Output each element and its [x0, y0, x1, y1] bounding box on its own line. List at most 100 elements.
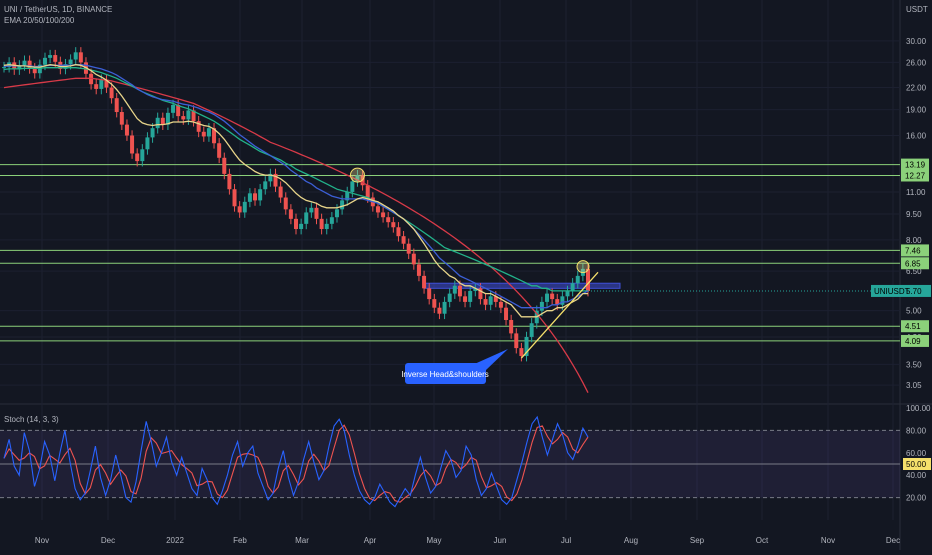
level-tag: [901, 257, 929, 270]
candle-body: [442, 301, 447, 314]
candle-body: [340, 200, 345, 210]
candle-body: [140, 149, 145, 162]
x-tick-label: Jun: [494, 536, 507, 545]
candle-body: [519, 348, 524, 357]
annotation-box: [405, 363, 486, 384]
candle-body: [350, 181, 355, 192]
candle-body: [329, 217, 334, 224]
candle-body: [119, 112, 124, 125]
candle-body: [27, 60, 32, 69]
stoch-tick-label: 20.00: [906, 494, 927, 503]
current-price-tag: [871, 284, 931, 297]
annotation-text: Inverse Head&shoulders: [401, 370, 489, 379]
candle-body: [242, 201, 247, 213]
level-tag-text: 12.27: [905, 171, 926, 180]
candle-body: [17, 65, 22, 70]
y-tick-label: 22.00: [906, 84, 927, 93]
candle-body: [565, 290, 570, 297]
candle-body: [483, 299, 488, 305]
x-tick-label: Oct: [756, 536, 769, 545]
ema100-line: [3, 67, 588, 292]
stoch-tick-label: 80.00: [906, 426, 927, 435]
level-tag: [901, 320, 929, 333]
candle-body: [237, 206, 242, 213]
candle-body: [22, 60, 27, 66]
candle-body: [524, 336, 529, 357]
candle-body: [155, 117, 160, 129]
candle-body: [406, 243, 411, 254]
x-tick-label: 2022: [166, 536, 184, 545]
y-tick-label: 30.00: [906, 37, 927, 46]
candle-body: [171, 104, 176, 113]
candle-body: [78, 52, 83, 63]
candle-body: [375, 206, 380, 213]
candle-body: [89, 73, 94, 85]
x-tick-label: Apr: [364, 536, 377, 545]
candle-body: [124, 124, 129, 136]
stoch-label[interactable]: Stoch (14, 3, 3): [4, 415, 59, 424]
stoch-current-text: 50.00: [906, 460, 927, 469]
candle-body: [452, 285, 457, 294]
stoch-current-tag: [903, 458, 931, 470]
candle-body: [135, 153, 140, 162]
candle-body: [555, 299, 560, 305]
candle-body: [473, 288, 478, 291]
candle-body: [273, 173, 278, 187]
candle-body: [48, 55, 53, 58]
candle-body: [493, 296, 498, 302]
trendline: [520, 271, 599, 359]
candle-body: [309, 207, 314, 213]
candle-body: [176, 104, 181, 117]
level-tag-text: 13.19: [905, 161, 926, 170]
candle-body: [181, 116, 186, 120]
level-tag-text: 4.09: [905, 337, 921, 346]
y-tick-label: 26.00: [906, 58, 927, 67]
candle-body: [304, 212, 309, 224]
candle-body: [263, 181, 268, 190]
y-tick-label: 16.00: [906, 132, 927, 141]
stoch-k-line: [3, 415, 589, 508]
candle-body: [258, 189, 263, 201]
candle-body: [478, 288, 483, 300]
candle-body: [191, 110, 196, 122]
candle-body: [109, 87, 114, 99]
candle-body: [104, 79, 109, 88]
x-tick-label: Dec: [101, 536, 115, 545]
candle-body: [396, 227, 401, 237]
candle-body: [550, 293, 555, 300]
candle-body: [498, 301, 503, 308]
candle-body: [253, 193, 258, 201]
candle-body: [232, 189, 237, 207]
y-tick-label: 8.00: [906, 236, 922, 245]
level-tag: [901, 244, 929, 257]
candle-body: [345, 191, 350, 201]
candle-body: [391, 222, 396, 228]
current-price-text: 5.70: [906, 287, 922, 296]
candle-body: [99, 79, 104, 89]
candle-body: [539, 301, 544, 311]
candle-body: [145, 137, 150, 150]
candle-body: [150, 128, 155, 138]
candle-body: [212, 128, 217, 144]
stoch-tick-label: 40.00: [906, 471, 927, 480]
x-tick-label: Feb: [233, 536, 247, 545]
candle-body: [94, 84, 99, 89]
symbol-line[interactable]: UNI / TetherUS, 1D, BINANCE: [4, 5, 113, 14]
candle-body: [488, 296, 493, 305]
candle-body: [504, 307, 509, 320]
y-tick-label: 19.00: [906, 106, 927, 115]
x-tick-label: Mar: [295, 536, 309, 545]
candle-body: [586, 268, 590, 291]
candle-body: [283, 197, 288, 210]
candle-body: [2, 67, 6, 69]
candle-body: [314, 207, 319, 219]
candle-body: [416, 264, 421, 276]
candle-body: [201, 131, 206, 137]
candle-body: [509, 319, 514, 334]
y-tick-label: 5.00: [906, 307, 922, 316]
candle-body: [422, 275, 427, 289]
candle-body: [319, 218, 324, 230]
candle-body: [299, 223, 304, 230]
ema-label[interactable]: EMA 20/50/100/200: [4, 16, 75, 25]
